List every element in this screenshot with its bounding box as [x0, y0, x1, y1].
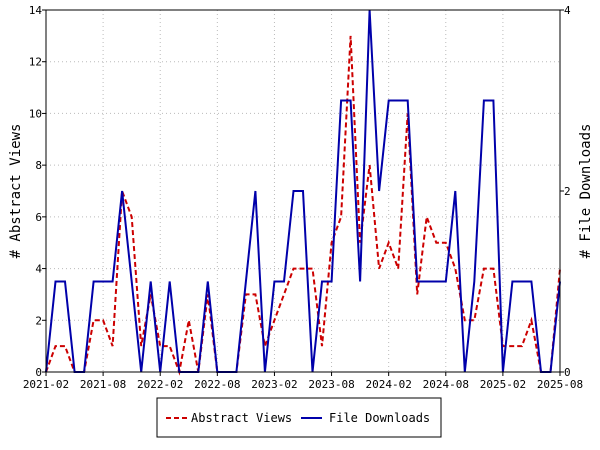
y-tick-label: 14 [29, 4, 43, 17]
series-line-abstract-views [45, 35, 561, 376]
x-tick-label: 2022-02 [137, 378, 183, 391]
x-tick-label: 2022-08 [194, 378, 240, 391]
y-tick-label: 8 [35, 159, 42, 172]
x-tick-label: 2021-08 [80, 378, 126, 391]
y-tick-label: 6 [35, 211, 42, 224]
y-tick-label: 10 [29, 107, 42, 120]
legend: Abstract Views File Downloads [156, 397, 442, 438]
legend-label-file-downloads: File Downloads [329, 411, 430, 425]
y-tick-label: 0 [35, 366, 42, 379]
y-tick-label: 12 [29, 56, 42, 69]
series-layer [45, 9, 561, 376]
x-tick-label: 2024-08 [423, 378, 469, 391]
series-line-file-downloads [45, 9, 561, 373]
y-axis-title: # Abstract Views [8, 124, 24, 259]
y2-tick-label: 0 [564, 366, 571, 379]
x-tick-label: 2021-02 [23, 378, 69, 391]
y-tick-label: 2 [35, 314, 42, 327]
y2-tick-label: 2 [564, 185, 571, 198]
y-tick-label: 4 [35, 263, 42, 276]
x-tick-label: 2023-08 [308, 378, 354, 391]
y2-tick-label: 4 [564, 4, 571, 17]
legend-box [156, 397, 442, 438]
legend-label-abstract-views: Abstract Views [191, 411, 292, 425]
x-tick-label: 2025-08 [537, 378, 583, 391]
y2-axis-title: # File Downloads [578, 124, 594, 259]
axes: 0 2 4 6 8 10 12 14 0 2 4 2021-02 2021-08 2022-02 2022-… [23, 4, 583, 391]
x-tick-label: 2025-02 [480, 378, 526, 391]
x-tick-label: 2024-02 [365, 378, 411, 391]
x-tick-label: 2023-02 [251, 378, 297, 391]
